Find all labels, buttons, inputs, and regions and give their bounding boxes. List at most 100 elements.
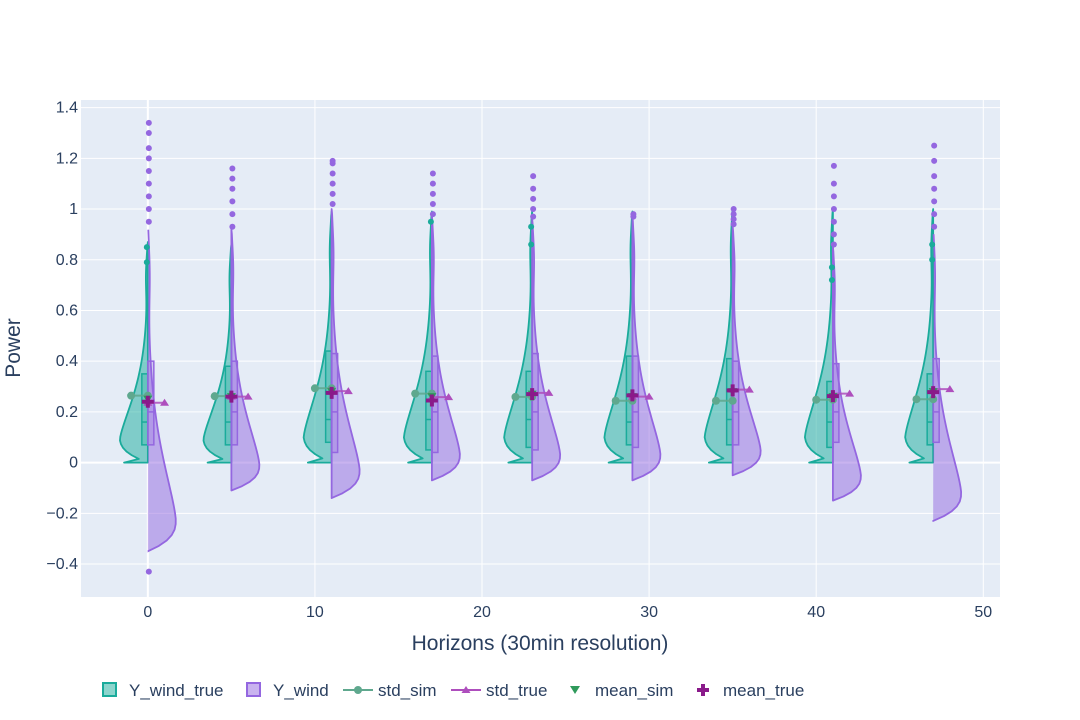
marker-std_true [343,387,353,395]
outlier-Y_wind [329,190,336,197]
outlier-Y_wind [229,175,236,182]
marker-std_sim [511,392,520,401]
y-axis-title: Power [2,318,25,378]
outlier-Y_wind [329,170,336,177]
y-tick-label: 0.8 [56,252,78,269]
marker-std_true [544,388,554,396]
marker-std_true [644,392,654,400]
legend-label-Y_wind_true: Y_wind_true [129,681,224,700]
outlier-Y_wind [931,157,938,164]
marker-mean_true [626,389,639,402]
legend-marker-std_sim [354,686,362,694]
marker-std_sim [310,384,319,393]
outlier-Y_wind_true [528,241,535,248]
outlier-Y_wind [530,185,537,192]
y-tick-label: 1.2 [56,150,78,167]
y-tick-label: 0 [69,455,78,472]
outlier-Y_wind [145,218,152,225]
outlier-Y_wind [830,162,837,169]
y-tick-label: −0.4 [46,556,78,573]
outlier-points [143,119,938,575]
outlier-Y_wind_true [929,241,936,248]
plot-background [81,100,1000,597]
outlier-Y_wind [730,216,737,223]
outlier-Y_wind [830,180,837,187]
outlier-Y_wind [229,223,236,230]
legend: Y_wind_true Y_wind std_sim std_true mean_sim… [102,681,804,700]
outlier-Y_wind [931,142,938,149]
violin-Y_wind_true [119,241,149,464]
legend-swatch-Y_wind [246,682,261,697]
y-tick-label: 0.2 [56,404,78,421]
outlier-Y_wind [229,185,236,192]
box-Y_wind [531,352,539,451]
violin-Y_wind_true [403,210,433,464]
outlier-Y_wind [931,223,938,230]
outlier-Y_wind [830,193,837,200]
marker-std_true [845,389,855,397]
legend-item-Y_wind: Y_wind [246,681,329,700]
legend-marker-mean_sim [570,686,580,694]
outlier-Y_wind [830,231,837,238]
outlier-Y_wind [429,211,436,218]
y-axis-tick-labels: −0.4 −0.2 0 0.2 0.4 0.6 0.8 1 1.2 1.4 [46,100,78,573]
legend-marker-std_true [461,686,471,693]
legend-label-std_true: std_true [486,681,547,700]
outlier-Y_wind [329,200,336,207]
marker-std_true [945,385,955,393]
marker-mean_true [425,394,438,407]
legend-item-mean_sim: mean_sim [570,681,673,700]
marker-std_true [243,392,253,400]
outlier-Y_wind [931,185,938,192]
legend-label-Y_wind: Y_wind [273,681,329,700]
outlier-Y_wind_true [427,218,434,225]
y-tick-label: 1.4 [56,100,78,117]
outlier-Y_wind [145,568,152,575]
outlier-Y_wind [730,206,737,213]
y-tick-label: 1 [69,201,78,218]
outlier-Y_wind [530,206,537,213]
legend-label-mean_true: mean_true [723,681,804,700]
outlier-Y_wind [931,173,938,180]
marker-std_true [444,393,454,401]
outlier-Y_wind [830,241,837,248]
outlier-Y_wind [429,190,436,197]
x-axis-title: Horizons (30min resolution) [412,632,669,655]
outlier-Y_wind [530,195,537,202]
x-tick-label: 50 [974,604,992,621]
outlier-Y_wind [229,198,236,205]
mean-markers [141,384,940,408]
marker-std_sim [812,395,821,404]
legend-label-std_sim: std_sim [378,681,437,700]
outlier-Y_wind [145,155,152,162]
legend-item-std_sim: std_sim [343,681,437,700]
marker-std_sim [210,392,219,401]
violin-traces [119,208,963,553]
outlier-Y_wind [329,180,336,187]
outlier-Y_wind [229,165,236,172]
x-tick-label: 0 [143,604,152,621]
violin-Y_wind [330,208,361,500]
outlier-Y_wind [145,193,152,200]
marker-std_true [744,385,754,393]
marker-mean_true [225,390,238,403]
outlier-Y_wind [145,168,152,174]
marker-mean_true [726,384,739,397]
outlier-Y_wind [931,211,938,218]
outlier-Y_wind [730,211,737,218]
outlier-Y_wind [429,200,436,207]
x-tick-label: 10 [306,604,324,621]
violin-Y_wind_true [202,243,233,464]
y-tick-label: −0.2 [46,505,78,522]
outlier-Y_wind [630,211,637,218]
marker-mean_true [325,386,338,399]
violin-Y_wind [832,246,862,502]
marker-std_true [160,398,170,406]
marker-std_sim [711,396,720,405]
x-axis-tick-labels: 0 10 20 30 40 50 [143,604,992,621]
outlier-Y_wind [730,221,737,228]
x-tick-label: 40 [807,604,825,621]
outlier-Y_wind [429,170,436,177]
outlier-Y_wind_true [143,244,150,251]
